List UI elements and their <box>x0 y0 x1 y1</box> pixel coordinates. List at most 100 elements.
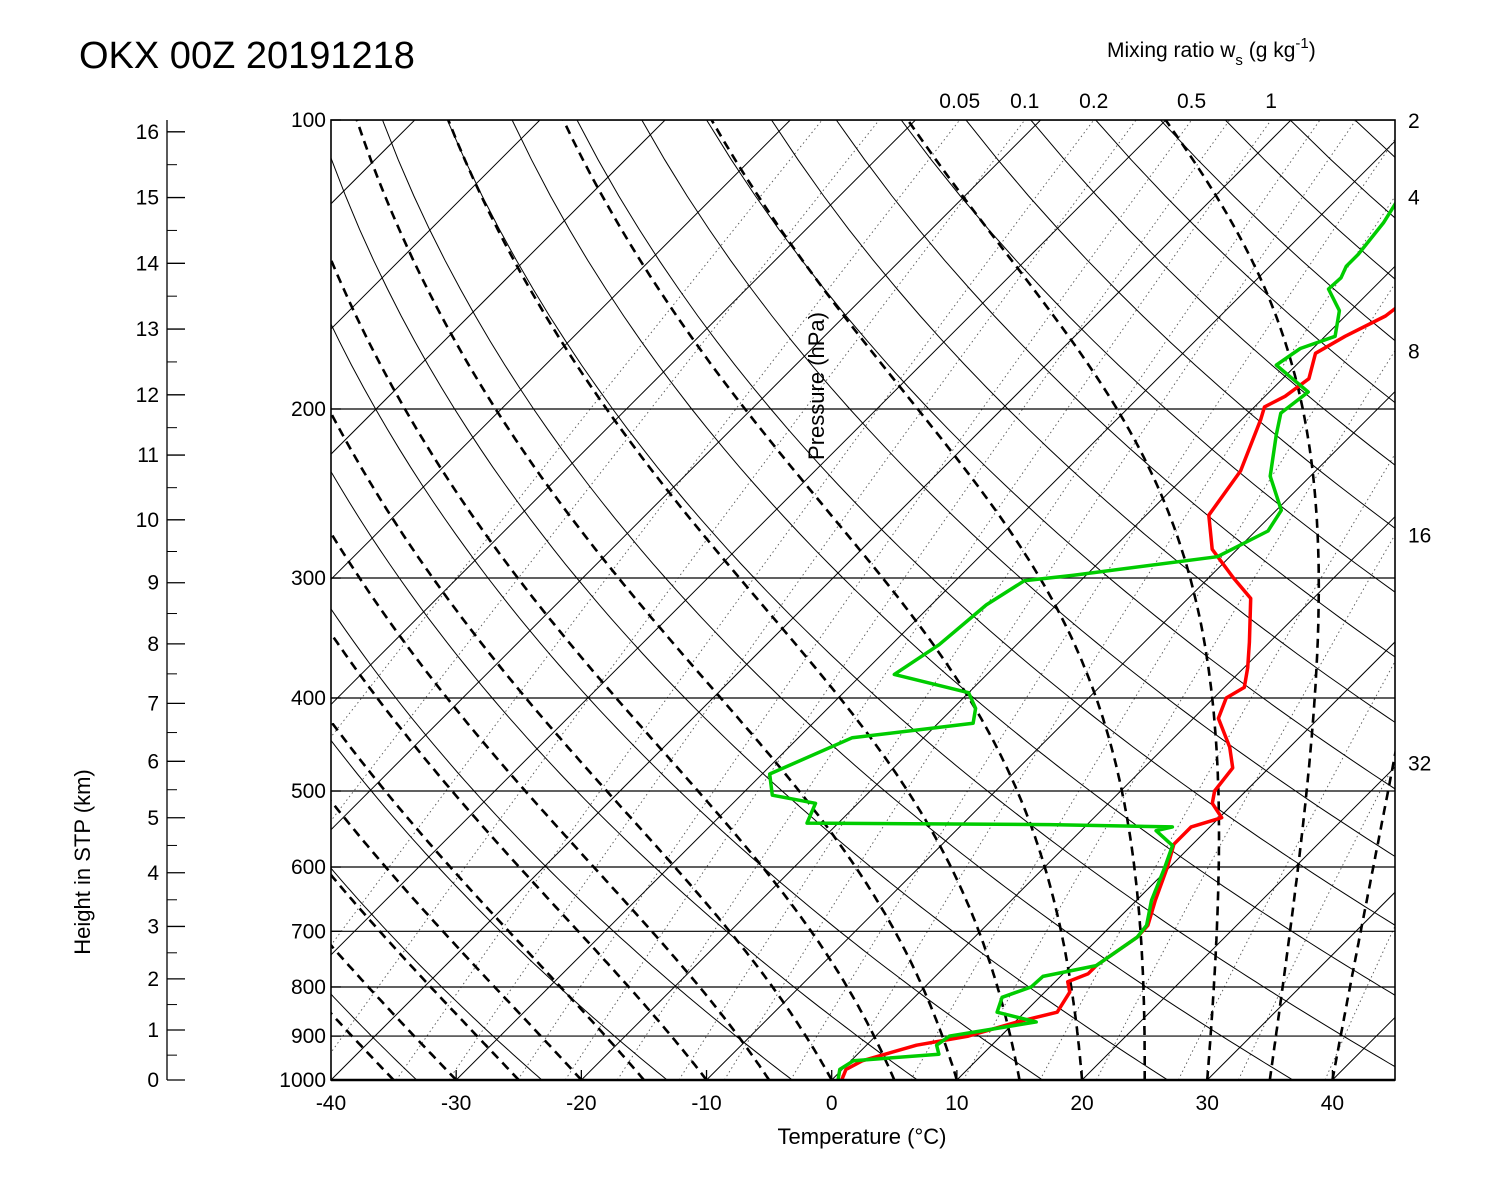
x-tick-label: 40 <box>1321 1092 1344 1115</box>
moist-adiabat-line <box>331 1078 332 1080</box>
height-tick-label: 1 <box>147 1019 159 1042</box>
height-tick-label: 12 <box>136 384 159 407</box>
isotherm-line <box>331 120 1292 1080</box>
mixing-ratio-line <box>1177 660 1395 1080</box>
moist-adiabat-line <box>331 1011 395 1080</box>
height-tick-label: 7 <box>147 692 159 715</box>
pressure-axis-label: Pressure (hPa) <box>804 312 829 460</box>
x-axis-ticks: -40 -30 -20 -10 0 10 20 30 40 <box>316 1070 1344 1115</box>
x-tick-label: -10 <box>691 1092 721 1115</box>
dry-adiabat-line <box>1224 120 1395 280</box>
mixing-ratio-lines <box>331 120 1395 1080</box>
dry-adiabat-line <box>331 739 668 1080</box>
height-tick-label: 10 <box>136 509 159 532</box>
height-tick-label: 8 <box>147 633 159 656</box>
chart-title: OKX 00Z 20191218 <box>79 35 415 77</box>
temperature-profile <box>839 306 1395 1080</box>
mixing-ratio-line <box>395 120 1095 1080</box>
moist-adiabat-line <box>447 120 1021 1080</box>
mixing-ratio-line <box>910 282 1395 1080</box>
mixing-ratio-right-label: 32 <box>1408 753 1431 776</box>
dewpoint-profile <box>767 201 1395 1080</box>
dry-adiabat-line <box>576 120 1395 926</box>
pressure-tick-label: 300 <box>291 567 326 590</box>
pressure-tick-label: 500 <box>291 780 326 803</box>
dry-adiabat-line <box>511 120 1395 996</box>
mixing-ratio-line <box>962 349 1395 1080</box>
mixing-ratio-top-label: 0.2 <box>1079 90 1108 113</box>
dry-adiabat-line <box>771 120 1395 723</box>
dry-adiabat-line <box>331 470 918 1080</box>
x-tick-label: -30 <box>441 1092 471 1115</box>
x-tick-label: 10 <box>945 1092 968 1115</box>
mixing-ratio-right-label: 16 <box>1408 525 1431 548</box>
dry-adiabats <box>0 120 1500 1080</box>
dry-adiabat-line <box>641 120 1395 858</box>
pressure-tick-label: 900 <box>291 1025 326 1048</box>
mixing-ratio-unit-close: ) <box>1309 39 1316 62</box>
height-tick-label: 15 <box>136 187 159 210</box>
mixing-ratio-line <box>564 120 1230 1080</box>
dry-adiabat-line <box>331 323 1043 1080</box>
dry-adiabat-line <box>331 993 418 1080</box>
x-axis-label: Temperature (°C) <box>778 1124 947 1149</box>
pressure-tick-label: 800 <box>291 976 326 999</box>
height-tick-label: 16 <box>136 121 159 144</box>
height-tick-label: 0 <box>147 1069 159 1092</box>
isotherm-line <box>331 120 666 455</box>
dry-adiabat-line <box>382 120 1294 1080</box>
mixing-ratio-line <box>448 120 1137 1080</box>
height-tick-label: 11 <box>137 444 159 467</box>
mixing-ratio-line <box>723 120 1357 1080</box>
height-tick-label: 13 <box>136 318 159 341</box>
x-tick-label: 20 <box>1070 1092 1093 1115</box>
mixing-ratio-right-label: 4 <box>1408 186 1420 209</box>
mixing-ratio-top-label: 0.5 <box>1177 90 1206 113</box>
moist-adiabat-line <box>562 120 1084 1080</box>
moist-adiabat-line <box>710 120 1146 1080</box>
dry-adiabat-line <box>1420 120 1500 1080</box>
isotherm-line <box>331 120 1167 956</box>
mixing-ratio-line <box>1237 761 1395 1080</box>
pressure-tick-label: 100 <box>291 109 326 132</box>
mixing-ratio-line <box>1039 453 1395 1080</box>
isotherm-line <box>331 120 416 205</box>
profiles <box>767 201 1395 1080</box>
moist-adiabat-line <box>331 719 645 1080</box>
dry-adiabat-line <box>1095 120 1395 404</box>
height-tick-label: 3 <box>147 915 159 938</box>
dry-adiabat-line <box>331 608 793 1080</box>
mixing-ratio-unit: (g kg <box>1243 39 1296 62</box>
x-tick-label: 30 <box>1196 1092 1219 1115</box>
height-tick-label: 5 <box>147 807 159 830</box>
moist-adiabat-line <box>331 872 520 1080</box>
isotherm-line <box>580 265 1395 1080</box>
isotherm-line <box>331 120 541 330</box>
mixing-ratio-line <box>331 120 1026 1054</box>
moist-adiabat-line <box>331 410 833 1080</box>
isotherm-line <box>455 140 1395 1080</box>
plot-frame <box>330 119 1396 1081</box>
pressure-tick-label: 600 <box>291 856 326 879</box>
mixing-ratio-subscript: s <box>1235 52 1243 69</box>
moist-adiabat-line <box>906 120 1221 1080</box>
dry-adiabat-line <box>706 120 1395 790</box>
dry-adiabat-line <box>965 120 1395 529</box>
moist-adiabat-line <box>355 120 959 1080</box>
dry-adiabat-line <box>0 120 41 1080</box>
height-axis-label: Height in STP (km) <box>70 769 95 954</box>
moist-adiabat-line <box>331 798 583 1080</box>
dry-adiabat-line <box>900 120 1395 593</box>
x-tick-label: -40 <box>316 1092 346 1115</box>
pressure-tick-label: 200 <box>291 398 326 421</box>
mixing-ratio-unit-exponent: -1 <box>1295 35 1308 52</box>
isotherm-line <box>1332 1016 1395 1080</box>
isotherm-line <box>706 390 1395 1080</box>
dry-adiabat-line <box>835 120 1395 658</box>
dry-adiabat-line <box>1485 120 1500 1080</box>
isotherm-line <box>1081 766 1395 1080</box>
isotherm-line <box>331 120 791 581</box>
isotherm-line <box>831 515 1395 1080</box>
moist-adiabat-line <box>331 530 771 1080</box>
mixing-ratio-line <box>839 195 1395 1080</box>
